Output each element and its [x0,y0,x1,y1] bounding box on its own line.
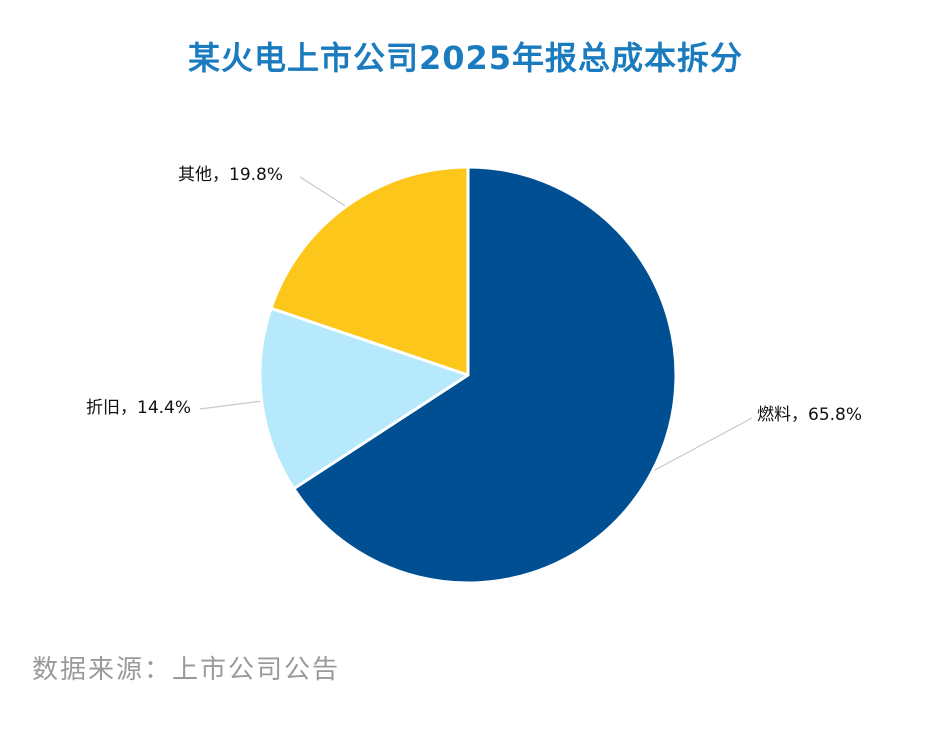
source-note: 数据来源：上市公司公告 [32,655,341,685]
chart-title: 某火电上市公司2025年报总成本拆分 [187,39,744,77]
pie-slice-1 [258,306,470,491]
leader-lines [199,176,753,474]
leader-line-1 [199,400,264,410]
slice-labels: 燃料，65.8% 折旧，14.4% 其他，19.8% [86,165,862,425]
slice-label-2: 其他，19.8% [178,165,283,185]
pie-slice-0 [292,165,678,585]
slice-label-0: 燃料，65.8% [757,405,862,425]
leader-line-0 [648,417,753,474]
leader-line-2 [299,176,349,209]
pie-slice-2 [269,165,470,377]
pie-slices [258,165,678,585]
slice-label-1: 折旧，14.4% [86,398,191,418]
